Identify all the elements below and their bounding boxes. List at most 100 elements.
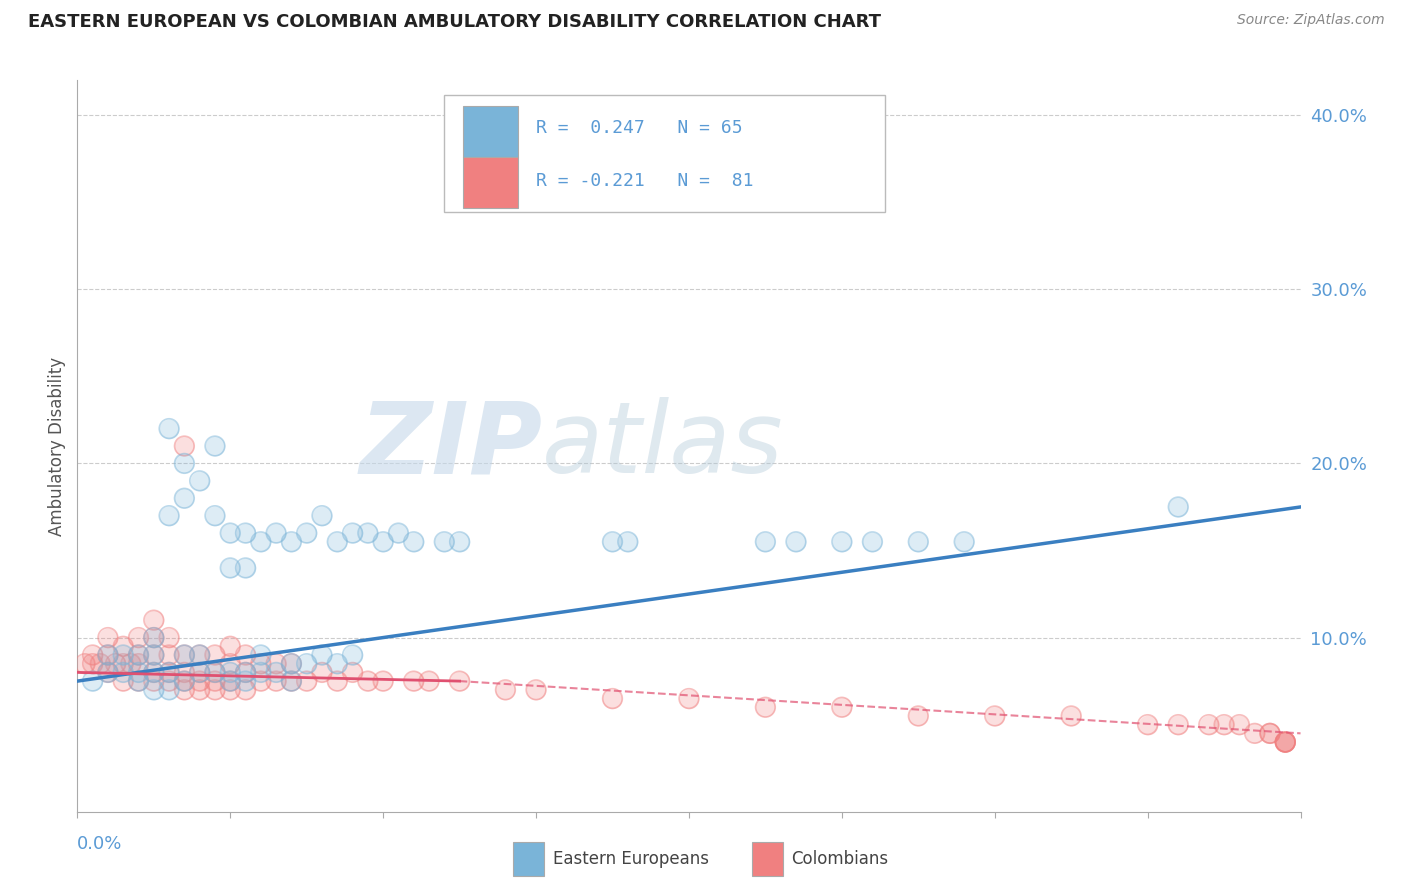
Point [97,648,120,662]
Point [173,665,195,680]
Point [357,526,380,541]
Point [127,648,149,662]
Point [97,648,120,662]
Point [204,674,226,689]
Point [342,648,364,662]
Point [127,665,149,680]
Point [112,657,135,671]
Point [173,674,195,689]
Point [219,665,242,680]
Point [127,648,149,662]
Point [173,491,195,506]
Point [1167,717,1189,731]
Point [142,648,165,662]
Point [219,665,242,680]
Point [235,674,257,689]
Point [280,657,302,671]
Point [1243,726,1265,740]
Point [785,534,807,549]
Point [495,682,517,697]
Point [311,665,333,680]
Point [127,631,149,645]
Point [264,665,287,680]
Point [1136,717,1159,731]
Point [188,665,211,680]
Point [264,657,287,671]
Point [754,534,776,549]
Point [82,657,104,671]
Point [250,534,273,549]
Point [219,561,242,575]
Point [219,682,242,697]
Point [127,674,149,689]
Point [235,526,257,541]
Point [89,657,111,671]
Point [250,648,273,662]
Point [97,665,120,680]
Point [112,648,135,662]
Point [235,682,257,697]
Point [120,657,142,671]
Point [264,674,287,689]
Point [1274,735,1296,749]
Point [235,682,257,697]
Point [1060,709,1083,723]
Point [157,508,180,523]
Point [326,534,349,549]
Point [142,631,165,645]
Point [280,674,302,689]
Point [785,534,807,549]
Point [1274,735,1296,749]
Point [311,508,333,523]
Point [984,709,1007,723]
Point [280,674,302,689]
Point [219,561,242,575]
Point [357,674,380,689]
Point [173,674,195,689]
Point [219,682,242,697]
Point [295,526,318,541]
Point [1258,726,1281,740]
Point [907,534,929,549]
Point [112,640,135,654]
Point [371,674,394,689]
Point [264,657,287,671]
Text: 0.0%: 0.0% [77,835,122,853]
Point [173,491,195,506]
Point [112,648,135,662]
Point [524,682,547,697]
Point [1274,735,1296,749]
Point [219,657,242,671]
Point [82,674,104,689]
Point [142,631,165,645]
Point [250,674,273,689]
Point [326,674,349,689]
Point [295,674,318,689]
Point [173,682,195,697]
Point [235,665,257,680]
Point [449,674,471,689]
Point [1274,735,1296,749]
Point [112,674,135,689]
Point [1243,726,1265,740]
Point [219,674,242,689]
Point [280,657,302,671]
Point [142,613,165,627]
Point [280,674,302,689]
Point [326,534,349,549]
Point [127,648,149,662]
Point [112,657,135,671]
Point [678,691,700,706]
Point [157,665,180,680]
Point [280,674,302,689]
Point [188,474,211,488]
Point [235,674,257,689]
Text: Source: ZipAtlas.com: Source: ZipAtlas.com [1237,13,1385,28]
Point [188,474,211,488]
Point [204,439,226,453]
Point [402,674,425,689]
Point [173,439,195,453]
Point [1060,709,1083,723]
Point [831,700,853,714]
Point [449,534,471,549]
